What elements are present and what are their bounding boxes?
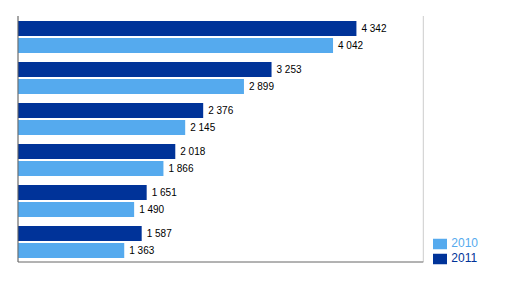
html-text:2010: 2010 [451, 236, 478, 251]
svg-text:2 899: 2 899 [249, 81, 274, 92]
svg-text:2 145: 2 145 [190, 122, 215, 133]
svg-text:1 363: 1 363 [129, 245, 154, 256]
svg-text:1 490: 1 490 [139, 204, 164, 215]
svg-text:4 042: 4 042 [338, 40, 363, 51]
svg-text:2 376: 2 376 [208, 105, 233, 116]
svg-text:4 342: 4 342 [361, 23, 386, 34]
svg-text:3 253: 3 253 [277, 64, 302, 75]
svg-text:1 587: 1 587 [147, 228, 172, 239]
svg-text:1 866: 1 866 [168, 163, 193, 174]
html-text:2011: 2011 [451, 251, 478, 266]
svg-text:1 651: 1 651 [152, 187, 177, 198]
svg-text:2 018: 2 018 [180, 146, 205, 157]
